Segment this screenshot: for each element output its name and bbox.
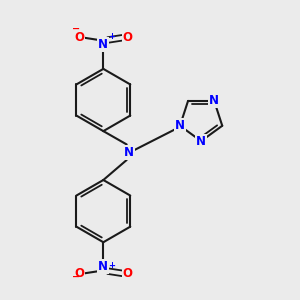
Text: N: N bbox=[196, 135, 206, 148]
Text: +: + bbox=[108, 32, 115, 41]
Text: N: N bbox=[98, 260, 108, 273]
Text: O: O bbox=[74, 31, 84, 44]
Text: N: N bbox=[175, 119, 185, 132]
Text: +: + bbox=[108, 261, 115, 270]
Text: N: N bbox=[98, 38, 108, 51]
Text: O: O bbox=[123, 31, 133, 44]
Text: −: − bbox=[72, 24, 80, 34]
Text: −: − bbox=[72, 272, 80, 282]
Text: N: N bbox=[124, 146, 134, 159]
Text: N: N bbox=[209, 94, 219, 107]
Text: O: O bbox=[74, 267, 84, 280]
Text: O: O bbox=[123, 267, 133, 280]
